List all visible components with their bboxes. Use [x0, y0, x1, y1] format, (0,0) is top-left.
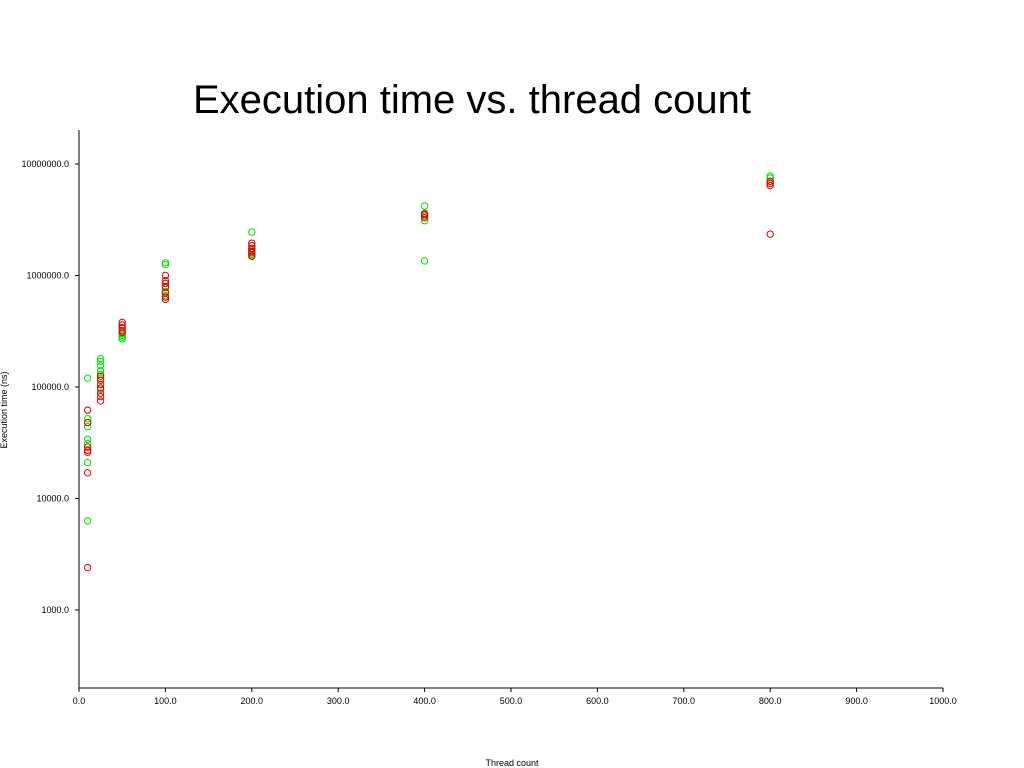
data-point	[420, 257, 429, 265]
x-tick-label: 900.0	[845, 696, 868, 706]
y-tick-label: 10000000.0	[21, 159, 69, 169]
data-point	[420, 202, 429, 210]
x-axis-label: Thread count	[485, 758, 539, 768]
data-point	[83, 458, 92, 467]
data-point	[248, 228, 256, 236]
x-tick-label: 700.0	[673, 696, 696, 706]
data-point	[118, 328, 126, 336]
data-point	[118, 324, 126, 332]
chart-title: Execution time vs. thread count	[192, 78, 752, 122]
data-point	[248, 242, 256, 250]
data-point	[96, 367, 105, 375]
data-point	[766, 230, 774, 238]
data-point	[96, 380, 105, 389]
data-point	[83, 517, 92, 525]
data-point	[161, 283, 170, 292]
y-tick-label: 100000.0	[31, 382, 69, 392]
data-point	[766, 172, 774, 180]
data-point	[161, 276, 170, 285]
x-tick-label: 500.0	[500, 696, 523, 706]
data-point	[96, 362, 105, 370]
x-tick-label: 200.0	[241, 696, 264, 706]
axes: 0.0 100.0 200.0 300.0 400.0 500.0 600.0 700.0 80…	[21, 130, 957, 706]
x-tick-label: 300.0	[327, 696, 350, 706]
data-point	[420, 213, 429, 222]
data-point	[161, 271, 170, 280]
data-point	[118, 321, 126, 329]
data-point	[96, 376, 105, 384]
data-point	[83, 435, 92, 443]
y-tick-label: 10000.0	[36, 494, 69, 504]
data-point	[118, 318, 126, 327]
data-point	[83, 423, 92, 431]
x-tick-label: 800.0	[759, 696, 782, 706]
data-point	[248, 239, 256, 247]
x-tick-label: 100.0	[154, 696, 177, 706]
data-point	[96, 397, 105, 405]
data-point	[766, 177, 774, 185]
data-point	[161, 293, 170, 301]
y-tick-label: 1000000.0	[26, 271, 69, 281]
data-point	[96, 372, 105, 380]
data-point	[161, 259, 170, 267]
y-tick-label: 1000.0	[41, 605, 69, 615]
data-points	[83, 172, 774, 572]
data-point	[248, 244, 256, 253]
data-point	[83, 406, 92, 414]
data-point	[83, 374, 92, 382]
y-axis-label: Execution time (ns)	[0, 371, 9, 448]
data-point	[83, 448, 92, 456]
data-point	[83, 443, 92, 451]
data-point	[420, 217, 429, 225]
data-point	[83, 418, 92, 427]
data-point	[766, 179, 774, 188]
data-point	[96, 389, 105, 397]
data-point	[766, 174, 774, 182]
data-point	[96, 357, 105, 366]
data-point	[83, 563, 92, 572]
data-point	[766, 181, 774, 190]
x-tick-label: 1000.0	[929, 696, 957, 706]
data-point	[248, 249, 256, 257]
x-tick-label: 400.0	[413, 696, 436, 706]
data-point	[248, 252, 256, 260]
data-point	[161, 295, 170, 304]
data-point	[83, 469, 92, 477]
data-point	[96, 354, 105, 363]
x-tick-label: 600.0	[586, 696, 609, 706]
x-tick-label: 0.0	[73, 696, 86, 706]
data-point	[161, 260, 170, 269]
data-point	[420, 211, 429, 219]
data-point	[96, 392, 105, 401]
data-point	[83, 414, 92, 423]
data-point	[161, 279, 170, 288]
data-point	[96, 384, 105, 392]
